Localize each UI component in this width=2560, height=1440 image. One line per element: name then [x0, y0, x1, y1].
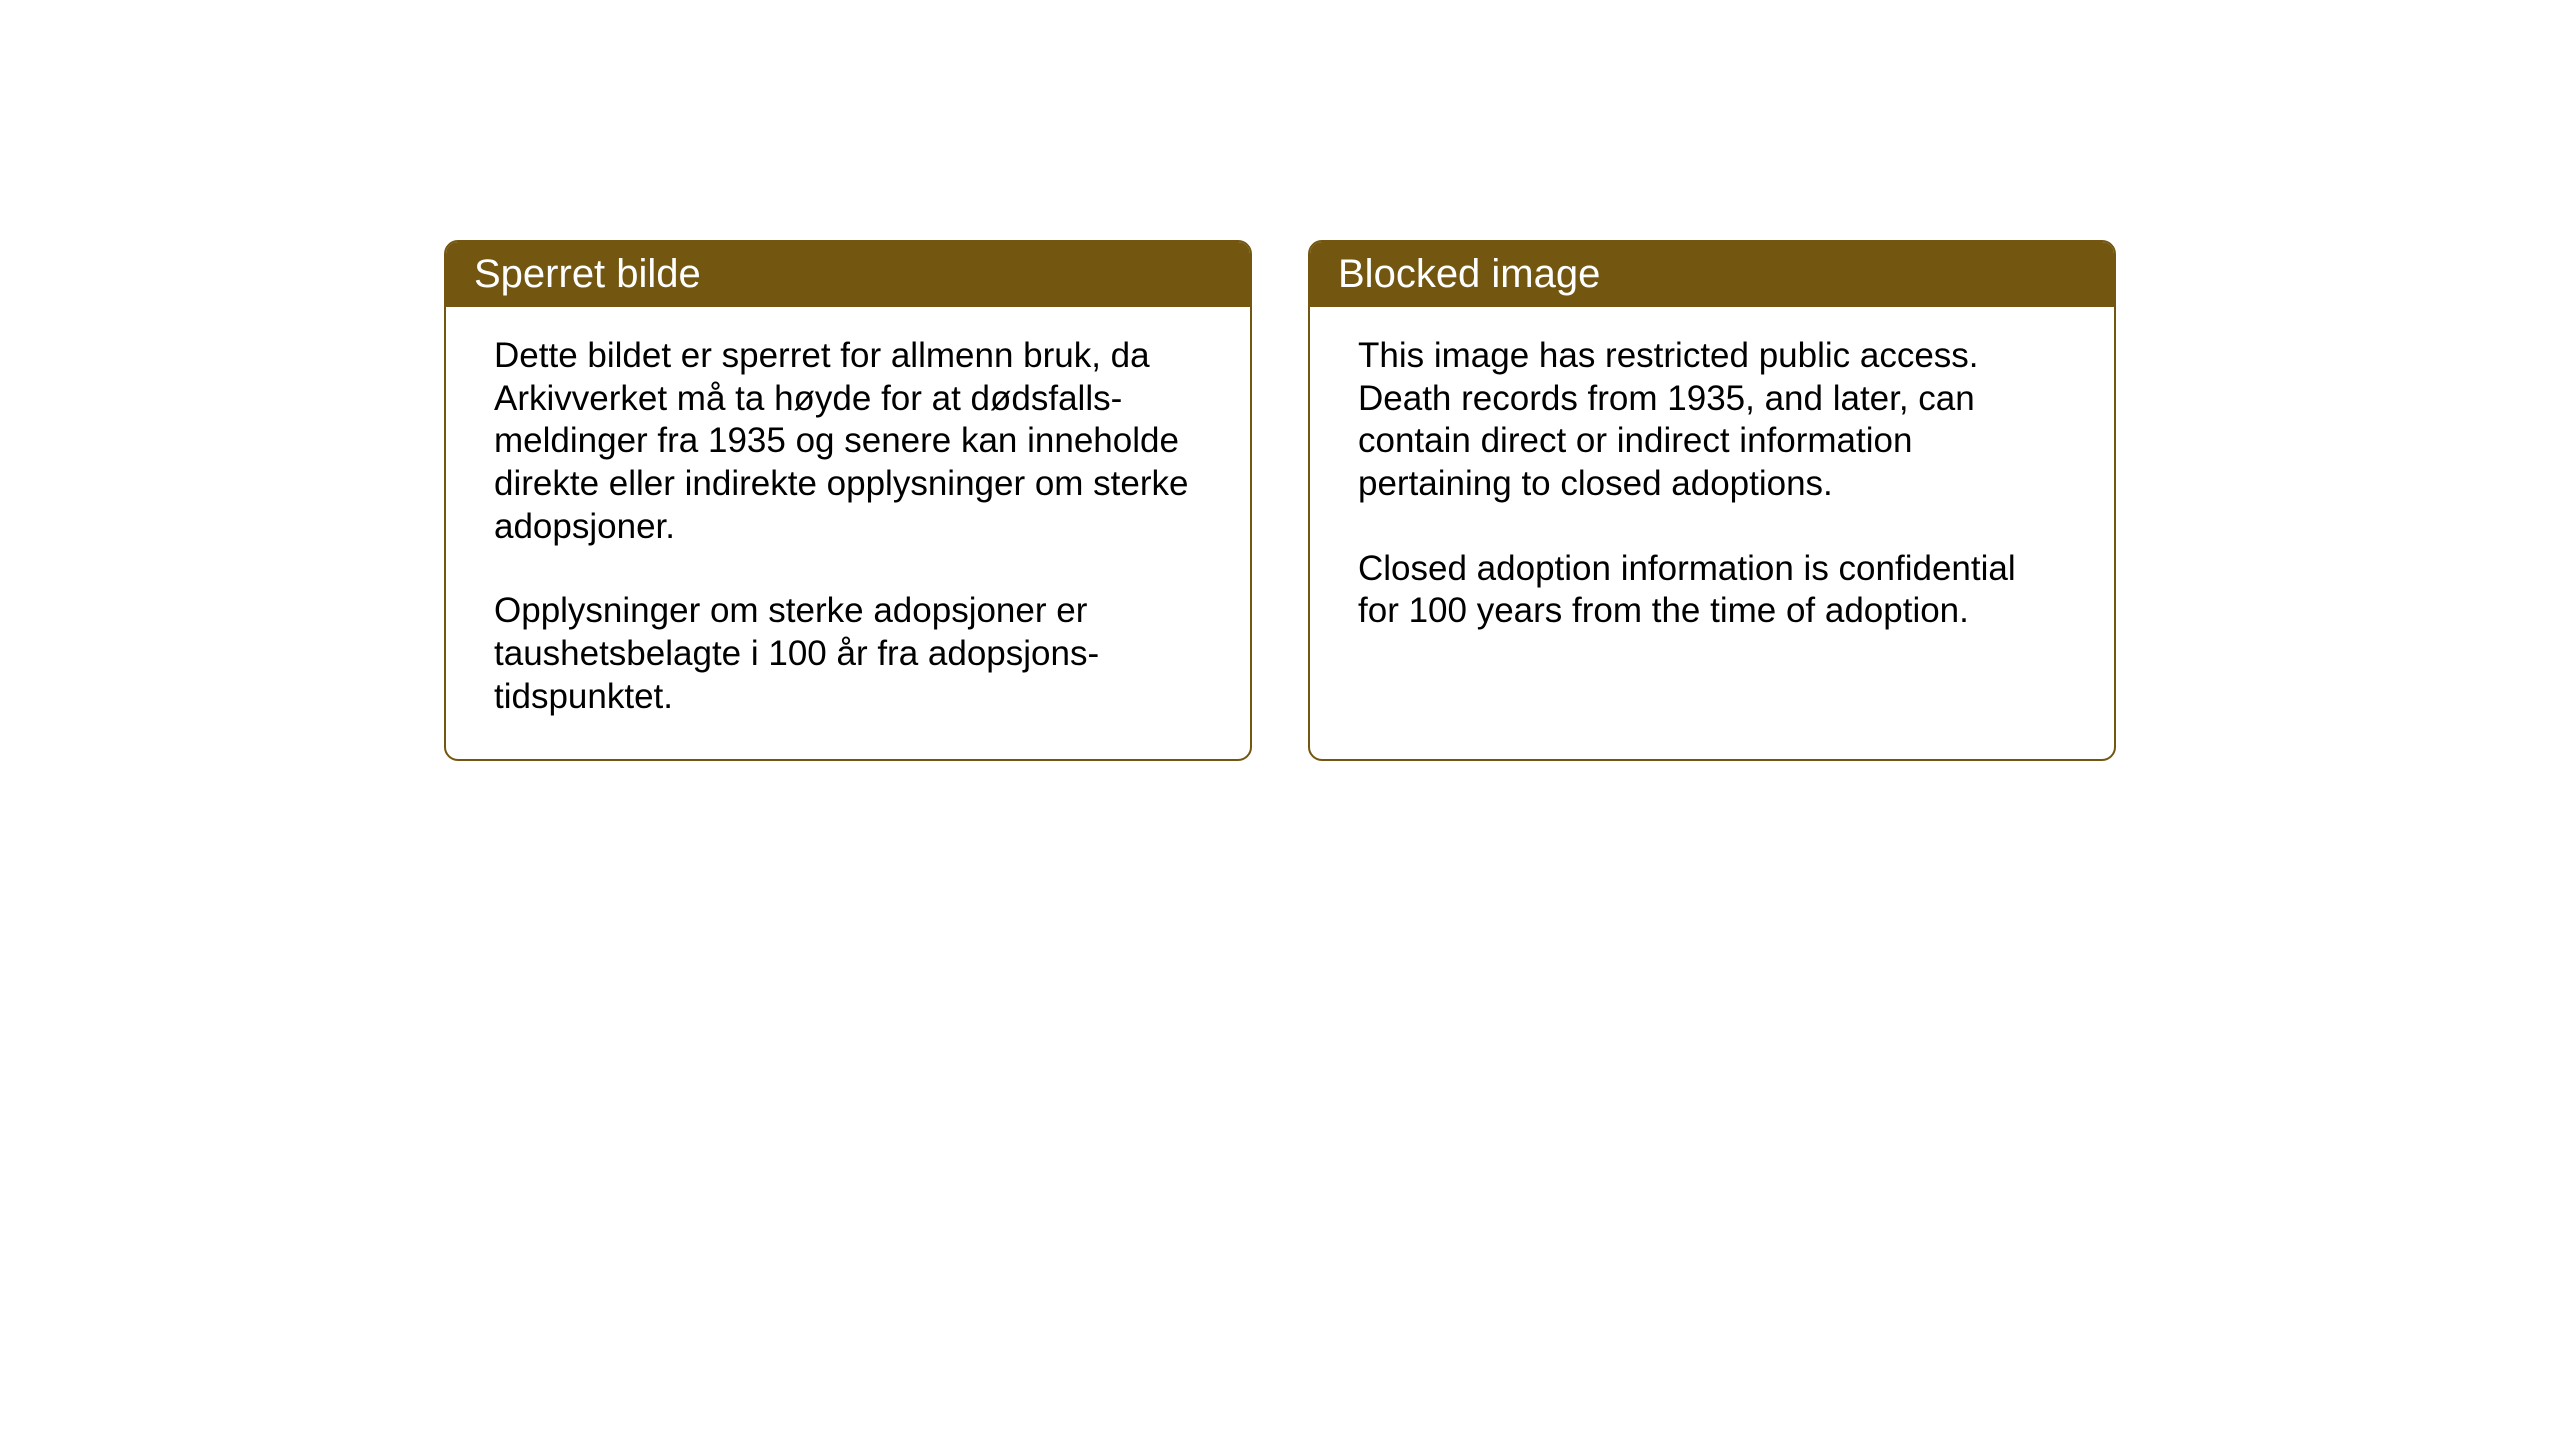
english-card-body: This image has restricted public access.…	[1310, 307, 2114, 727]
norwegian-card-body: Dette bildet er sperret for allmenn bruk…	[446, 307, 1250, 759]
english-notice-card: Blocked image This image has restricted …	[1308, 240, 2116, 761]
english-paragraph-1: This image has restricted public access.…	[1358, 335, 2066, 506]
norwegian-notice-card: Sperret bilde Dette bildet er sperret fo…	[444, 240, 1252, 761]
norwegian-paragraph-2: Opplysninger om sterke adopsjoner er tau…	[494, 590, 1202, 718]
english-paragraph-2: Closed adoption information is confident…	[1358, 548, 2066, 633]
english-card-title: Blocked image	[1310, 242, 2114, 307]
notice-cards-container: Sperret bilde Dette bildet er sperret fo…	[444, 240, 2116, 761]
norwegian-paragraph-1: Dette bildet er sperret for allmenn bruk…	[494, 335, 1202, 548]
norwegian-card-title: Sperret bilde	[446, 242, 1250, 307]
